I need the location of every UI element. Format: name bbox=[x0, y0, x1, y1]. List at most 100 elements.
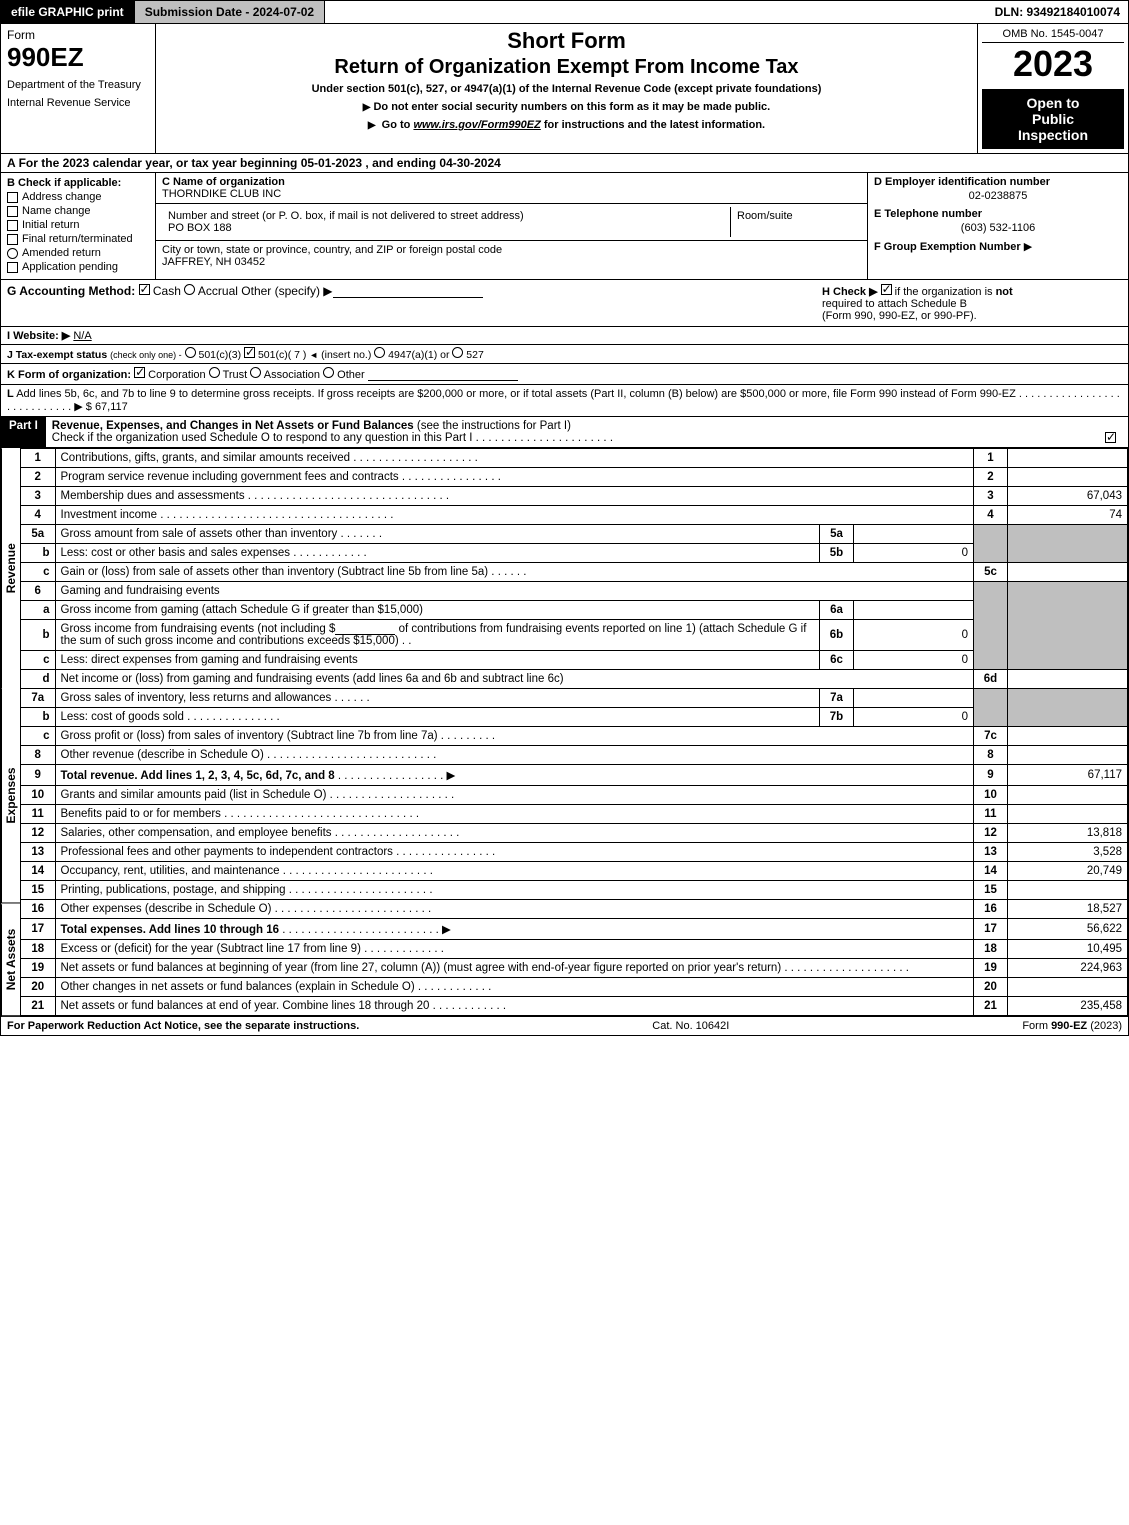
line-20: 20Other changes in net assets or fund ba… bbox=[21, 978, 1128, 997]
B-header: B Check if applicable: bbox=[7, 177, 149, 189]
chk-trust[interactable] bbox=[209, 367, 220, 378]
chk-4947[interactable] bbox=[374, 347, 385, 358]
L-text: Add lines 5b, 6c, and 7b to line 9 to de… bbox=[16, 388, 1016, 400]
form-container: efile GRAPHIC print Submission Date - 20… bbox=[0, 0, 1129, 1036]
line-desc: Less: cost or other basis and sales expe… bbox=[55, 544, 820, 563]
chk-app-pending: Application pending bbox=[7, 261, 149, 273]
efile-badge: efile GRAPHIC print bbox=[1, 1, 135, 23]
dept-treasury: Department of the Treasury bbox=[7, 79, 149, 91]
checkbox-icon[interactable] bbox=[7, 234, 18, 245]
checkbox-icon[interactable] bbox=[7, 206, 18, 217]
line-21: 21Net assets or fund balances at end of … bbox=[21, 997, 1128, 1016]
chk-cash[interactable] bbox=[139, 284, 150, 295]
chk-accrual[interactable] bbox=[184, 284, 195, 295]
checkbox-icon[interactable] bbox=[7, 192, 18, 203]
checkbox-icon[interactable] bbox=[7, 248, 18, 259]
room-lbl: Room/suite bbox=[737, 210, 793, 222]
part1-desc: Revenue, Expenses, and Changes in Net As… bbox=[46, 417, 1128, 447]
line-13: 13Professional fees and other payments t… bbox=[21, 843, 1128, 862]
footer-cat: Cat. No. 10642I bbox=[652, 1020, 729, 1032]
line-desc: Other changes in net assets or fund bala… bbox=[55, 978, 974, 997]
chk-H[interactable] bbox=[881, 284, 892, 295]
chk-label: Amended return bbox=[22, 247, 101, 259]
row-GH: G Accounting Method: Cash Accrual Other … bbox=[1, 280, 1128, 327]
chk-schedule-o[interactable] bbox=[1105, 432, 1116, 443]
line-7c: cGross profit or (loss) from sales of in… bbox=[21, 727, 1128, 746]
checkbox-icon[interactable] bbox=[7, 262, 18, 273]
open-line2: Public bbox=[986, 111, 1120, 127]
line-7a: 7aGross sales of inventory, less returns… bbox=[21, 689, 1128, 708]
line-9: 9Total revenue. Add lines 1, 2, 3, 4, 5c… bbox=[21, 765, 1128, 786]
G-block: G Accounting Method: Cash Accrual Other … bbox=[7, 284, 782, 322]
note2-post: for instructions and the latest informat… bbox=[544, 119, 765, 131]
chk-501c3[interactable] bbox=[185, 347, 196, 358]
k-corp: Corporation bbox=[148, 369, 205, 381]
L-label: L bbox=[7, 388, 14, 400]
line-desc: Investment income . . . . . . . . . . . … bbox=[55, 506, 974, 525]
dept-irs: Internal Revenue Service bbox=[7, 97, 149, 109]
irs-link[interactable]: www.irs.gov/Form990EZ bbox=[413, 119, 540, 131]
footer-right-form: 990-EZ bbox=[1051, 1020, 1087, 1032]
row-K: K Form of organization: Corporation Trus… bbox=[1, 364, 1128, 385]
line-5a: 5aGross amount from sale of assets other… bbox=[21, 525, 1128, 544]
H-text1: if the organization is bbox=[895, 286, 996, 298]
chk-501c[interactable] bbox=[244, 347, 255, 358]
line-desc: Gross sales of inventory, less returns a… bbox=[55, 689, 820, 708]
section-BCDEF: B Check if applicable: Address change Na… bbox=[1, 173, 1128, 280]
chk-address-change: Address change bbox=[7, 191, 149, 203]
line-3: 3Membership dues and assessments . . . .… bbox=[21, 487, 1128, 506]
org-city: JAFFREY, NH 03452 bbox=[162, 256, 265, 268]
line-desc: Gross income from fundraising events (no… bbox=[55, 620, 820, 651]
H-label: H Check ▶ bbox=[822, 286, 878, 298]
part1-paren: (see the instructions for Part I) bbox=[417, 420, 571, 432]
footer-right: Form 990-EZ (2023) bbox=[1022, 1020, 1122, 1032]
accrual-lbl: Accrual bbox=[198, 284, 238, 298]
part1-header: Part I Revenue, Expenses, and Changes in… bbox=[1, 417, 1128, 448]
header-note1: Do not enter social security numbers on … bbox=[164, 101, 969, 113]
line-1: 1Contributions, gifts, grants, and simil… bbox=[21, 449, 1128, 468]
D-label: D Employer identification number bbox=[874, 176, 1122, 188]
line-19: 19Net assets or fund balances at beginni… bbox=[21, 959, 1128, 978]
chk-label: Initial return bbox=[22, 219, 79, 231]
header-subtitle: Under section 501(c), 527, or 4947(a)(1)… bbox=[164, 83, 969, 95]
chk-other[interactable] bbox=[323, 367, 334, 378]
row-I: I Website: ▶ N/A bbox=[1, 327, 1128, 345]
tax-year: 2023 bbox=[982, 43, 1124, 85]
chk-name-change: Name change bbox=[7, 205, 149, 217]
line-desc: Other expenses (describe in Schedule O) … bbox=[55, 900, 974, 919]
chk-label: Address change bbox=[22, 191, 102, 203]
expenses-label: Expenses bbox=[1, 688, 20, 903]
line-desc: Grants and similar amounts paid (list in… bbox=[55, 786, 974, 805]
line-6c: cLess: direct expenses from gaming and f… bbox=[21, 651, 1128, 670]
line-desc: Occupancy, rent, utilities, and maintena… bbox=[55, 862, 974, 881]
part1-title: Revenue, Expenses, and Changes in Net As… bbox=[52, 420, 414, 432]
ein-value: 02-0238875 bbox=[874, 190, 1122, 202]
line-desc: Professional fees and other payments to … bbox=[55, 843, 974, 862]
side-labels: Revenue Expenses Net Assets bbox=[1, 448, 21, 1016]
line-desc: Benefits paid to or for members . . . . … bbox=[55, 805, 974, 824]
A-label: A bbox=[7, 156, 15, 170]
line-desc: Gross amount from sale of assets other t… bbox=[55, 525, 820, 544]
chk-assoc[interactable] bbox=[250, 367, 261, 378]
chk-527[interactable] bbox=[452, 347, 463, 358]
line-2: 2Program service revenue including gover… bbox=[21, 468, 1128, 487]
checkbox-icon[interactable] bbox=[7, 220, 18, 231]
header-mid: Short Form Return of Organization Exempt… bbox=[156, 24, 978, 153]
chk-corp[interactable] bbox=[134, 367, 145, 378]
row-L: L Add lines 5b, 6c, and 7b to line 9 to … bbox=[1, 385, 1128, 417]
line-14: 14Occupancy, rent, utilities, and mainte… bbox=[21, 862, 1128, 881]
arrow-icon bbox=[368, 119, 379, 131]
F-label: F Group Exemption Number bbox=[874, 241, 1021, 253]
other-underline bbox=[333, 286, 483, 298]
line-desc: Gross income from gaming (attach Schedul… bbox=[55, 601, 820, 620]
line-desc: Program service revenue including govern… bbox=[55, 468, 974, 487]
H-not: not bbox=[996, 286, 1013, 298]
line-desc: Gaming and fundraising events bbox=[55, 582, 974, 601]
header-left: Form 990EZ Department of the Treasury In… bbox=[1, 24, 156, 153]
line-desc: Total revenue. Add lines 1, 2, 3, 4, 5c,… bbox=[55, 765, 974, 786]
H-text2: required to attach Schedule B bbox=[822, 298, 967, 310]
H-block: H Check ▶ if the organization is not req… bbox=[822, 284, 1122, 322]
line-17: 17Total expenses. Add lines 10 through 1… bbox=[21, 919, 1128, 940]
form-number: 990EZ bbox=[7, 42, 149, 73]
C-name-lbl: C Name of organization bbox=[162, 176, 285, 188]
